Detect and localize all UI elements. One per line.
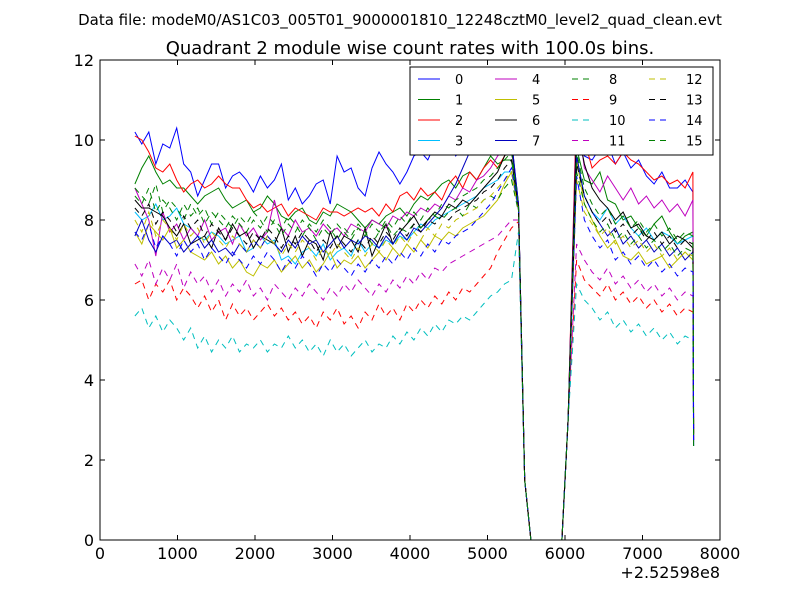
series-layer [134, 98, 695, 540]
series-line-3 [134, 155, 695, 540]
legend-label-12: 12 [686, 73, 703, 88]
x-tick-label: 5000 [467, 544, 508, 563]
x-axis-offset-label: +2.52598e8 [620, 563, 720, 582]
series-line-1 [134, 147, 695, 540]
x-tick-label: 0 [95, 544, 105, 563]
legend-label-9: 9 [609, 94, 617, 109]
series-line-15 [134, 150, 695, 540]
legend-label-2: 2 [455, 114, 463, 129]
series-line-5 [134, 159, 695, 540]
x-tick-label: 7000 [622, 544, 663, 563]
axis-ticks: 0 1000 2000 3000 4000 5000 6000 7000 80000246810… [74, 51, 741, 563]
legend-label-11: 11 [609, 135, 626, 150]
series-line-13 [134, 158, 695, 540]
y-tick-label: 6 [84, 291, 94, 310]
legend-label-1: 1 [455, 94, 463, 109]
legend-label-5: 5 [532, 94, 540, 109]
series-line-7 [134, 98, 695, 540]
y-tick-label: 10 [74, 131, 94, 150]
y-tick-label: 8 [84, 211, 94, 230]
legend-label-4: 4 [532, 73, 540, 88]
series-line-8 [134, 171, 695, 540]
legend-label-3: 3 [455, 135, 463, 150]
y-tick-label: 12 [74, 51, 94, 70]
legend-label-15: 15 [686, 135, 703, 150]
x-tick-label: 2000 [235, 544, 276, 563]
legend-label-13: 13 [686, 94, 703, 109]
legend-label-10: 10 [609, 114, 626, 129]
y-tick-label: 2 [84, 451, 94, 470]
series-line-12 [134, 170, 695, 540]
y-tick-label: 0 [84, 531, 94, 550]
x-tick-label: 6000 [545, 544, 586, 563]
y-tick-label: 4 [84, 371, 94, 390]
legend-label-8: 8 [609, 73, 617, 88]
x-tick-label: 8000 [700, 544, 741, 563]
series-line-4 [134, 111, 695, 540]
series-line-11 [134, 219, 695, 540]
legend-label-7: 7 [532, 135, 540, 150]
series-line-10 [134, 231, 695, 540]
legend-label-6: 6 [532, 114, 540, 129]
chart-title: Quadrant 2 module wise count rates with … [166, 38, 655, 59]
x-tick-label: 1000 [157, 544, 198, 563]
legend-label-0: 0 [455, 73, 463, 88]
series-line-9 [134, 220, 695, 540]
legend-label-14: 14 [686, 114, 703, 129]
x-tick-label: 4000 [390, 544, 431, 563]
x-tick-label: 3000 [312, 544, 353, 563]
series-line-2 [134, 99, 695, 540]
data-file-suptitle: Data file: modeM0/AS1C03_005T01_90000018… [78, 11, 722, 30]
